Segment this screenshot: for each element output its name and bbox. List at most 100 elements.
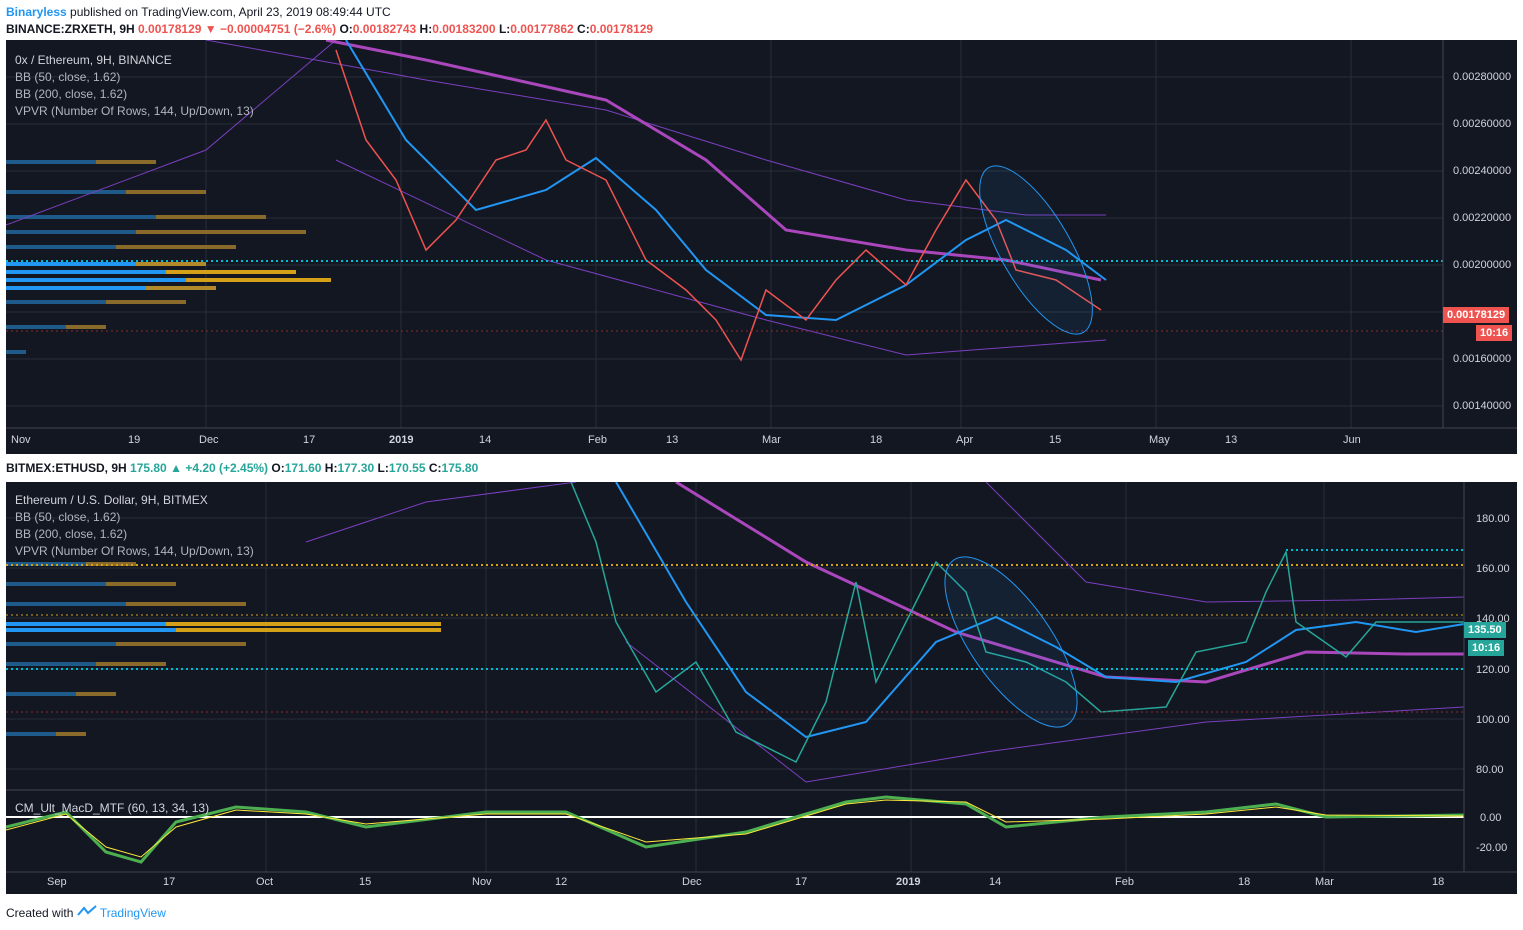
published-text: published on TradingView.com, April 23, … (70, 5, 391, 19)
chart2-time-label: 17 (163, 876, 175, 888)
chart2-h-label: H: (324, 461, 338, 475)
chart2-countdown-tag: 10:16 (1468, 640, 1505, 656)
chart2-legend-bb50[interactable]: BB (50, close, 1.62) (15, 510, 121, 524)
chart2-time-axis: Sep 17 Oct 15 Nov 12 Dec 17 2019 14 Feb … (47, 876, 1444, 888)
chart1-time-label: 2019 (389, 434, 413, 446)
chart2-legend-bb200[interactable]: BB (200, close, 1.62) (15, 527, 128, 541)
chart2-legend-vpvr[interactable]: VPVR (Number Of Rows, 144, Up/Down, 13) (15, 544, 254, 558)
chart1-countdown-tag: 10:16 (1476, 325, 1513, 341)
chart2-time-label: Oct (256, 876, 273, 888)
indicator-signal-line (6, 799, 1465, 858)
chart1-legend-bb200[interactable]: BB (200, close, 1.62) (15, 87, 128, 101)
chart2-price-series (570, 482, 1464, 764)
chart1-time-label: 13 (1225, 434, 1237, 446)
chart2-bb200-lower-left (305, 482, 577, 543)
chart2-axis-label: 180.00 (1476, 513, 1510, 525)
chart2-time-label: Mar (1315, 876, 1334, 888)
chart2-o-label: O: (271, 461, 285, 475)
chart2-time-label: 18 (1238, 876, 1250, 888)
chart1-time-label: 14 (479, 434, 491, 446)
chart1-axis-label: 0.00280000 (1453, 71, 1511, 83)
tradingview-logo-icon[interactable] (76, 905, 100, 920)
chart1-legend-title[interactable]: 0x / Ethereum, 9H, BINANCE (15, 53, 172, 67)
chart1-h-label: H: (419, 22, 433, 36)
chart2-time-label: Sep (47, 876, 67, 888)
chart2-ellipse-annotation[interactable] (921, 537, 1101, 747)
chart1-price-series (335, 49, 1102, 362)
chart1-time-label: Mar (762, 434, 781, 446)
chart2-axis-label: 100.00 (1476, 714, 1510, 726)
chart1-axis-label: 0.00260000 (1453, 118, 1511, 130)
chart1-c-label: C: (577, 22, 590, 36)
chart2-change: +4.20 (+2.45%) (185, 461, 269, 475)
chart1-panel[interactable]: 0.00280000 0.00260000 0.00240000 0.00220… (6, 40, 1517, 454)
chart2-c-label: C: (428, 461, 442, 475)
chart2-open: 171.60 (284, 461, 322, 475)
chart2-axis-label: 80.00 (1476, 764, 1504, 776)
created-with-text: Created with (6, 906, 74, 920)
chart2-up-arrow-icon: ▲ (170, 461, 182, 475)
chart2-time-label: Dec (682, 876, 702, 888)
chart2-time-label: 12 (555, 876, 567, 888)
chart1-low: 0.00177862 (510, 22, 574, 36)
chart2-panel[interactable]: 180.00 160.00 14 0.00 120.00 100.00 80.00… (6, 482, 1517, 894)
chart2-l-label: L: (377, 461, 389, 475)
chart1-axis-label: 0.00160000 (1453, 353, 1511, 365)
chart1-bb200-basis (325, 40, 1102, 282)
chart1-legend: 0x / Ethereum, 9H, BINANCE BB (50, close… (15, 52, 254, 120)
chart1-price: 0.00178129 (138, 22, 202, 36)
chart2-axis-label: 160.00 (1476, 563, 1510, 575)
chart1-o-label: O: (339, 22, 353, 36)
chart1-symbol[interactable]: BINANCE:ZRXETH, 9H (6, 22, 135, 36)
chart1-legend-vpvr[interactable]: VPVR (Number Of Rows, 144, Up/Down, 13) (15, 104, 254, 118)
chart1-time-axis: Nov 19 Dec 17 2019 14 Feb 13 Mar 18 Apr … (11, 434, 1361, 446)
chart2-low: 170.55 (388, 461, 426, 475)
indicator-legend: CM_Ult_MacD_MTF (60, 13, 34, 13) (15, 800, 209, 817)
chart2-time-label: 15 (359, 876, 371, 888)
chart2-legend: Ethereum / U.S. Dollar, 9H, BITMEX BB (5… (15, 492, 254, 560)
chart1-l-label: L: (498, 22, 511, 36)
chart1-symbol-line: BINANCE:ZRXETH, 9H 0.00178129 ▼ −0.00004… (6, 22, 653, 36)
chart1-time-label: Nov (11, 434, 31, 446)
chart1-bb200-lower (335, 159, 1107, 356)
chart1-axis-label: 0.00200000 (1453, 259, 1511, 271)
footer: Created with TradingView (6, 905, 166, 920)
chart2-symbol[interactable]: BITMEX:ETHUSD, 9H (6, 461, 127, 475)
tradingview-brand[interactable]: TradingView (99, 906, 166, 920)
chart1-price-axis: 0.00280000 0.00260000 0.00240000 0.00220… (1453, 71, 1511, 412)
chart2-time-label: Feb (1115, 876, 1134, 888)
chart2-legend-title[interactable]: Ethereum / U.S. Dollar, 9H, BITMEX (15, 493, 208, 507)
chart2-high: 177.30 (337, 461, 375, 475)
chart2-price: 175.80 (130, 461, 167, 475)
chart1-down-arrow-icon: ▼ (204, 22, 217, 36)
chart1-axis-label: 0.00220000 (1453, 212, 1511, 224)
chart1-ellipse-annotation[interactable] (958, 150, 1114, 350)
chart1-legend-bb50[interactable]: BB (50, close, 1.62) (15, 70, 121, 84)
chart1-time-label: Apr (956, 434, 973, 446)
chart1-canvas[interactable]: 0.00280000 0.00260000 0.00240000 0.00220… (6, 40, 1517, 454)
chart2-canvas[interactable]: 180.00 160.00 14 0.00 120.00 100.00 80.00… (6, 482, 1517, 894)
indicator-axis-label: 0.00 (1480, 812, 1501, 824)
chart2-axis-label: 120.00 (1476, 664, 1510, 676)
chart2-price-axis: 180.00 160.00 140.00 120.00 100.00 80.00… (1476, 513, 1510, 854)
chart1-open: 0.00182743 (352, 22, 417, 36)
chart1-time-label: 15 (1049, 434, 1061, 446)
chart2-time-label: 18 (1432, 876, 1444, 888)
chart2-time-label: 14 (989, 876, 1001, 888)
chart2-time-label: 2019 (896, 876, 920, 888)
author-name[interactable]: Binaryless (6, 5, 67, 19)
chart2-last-price-tag: 135.50 (1464, 622, 1506, 638)
chart1-bb200-lower-left (6, 40, 337, 226)
indicator-macd-line (6, 795, 1465, 864)
chart2-close: 175.80 (441, 461, 479, 475)
chart1-bb50-basis (345, 40, 1107, 322)
chart1-time-label: 13 (666, 434, 678, 446)
indicator-title[interactable]: CM_Ult_MacD_MTF (60, 13, 34, 13) (15, 801, 210, 815)
chart2-time-label: 17 (795, 876, 807, 888)
indicator-axis-label: -20.00 (1476, 842, 1507, 854)
chart1-time-label: 19 (128, 434, 140, 446)
chart1-last-price-tag: 0.00178129 (1443, 307, 1510, 323)
chart2-volume-profile (6, 562, 441, 736)
chart1-high: 0.00183200 (432, 22, 496, 36)
chart2-symbol-line: BITMEX:ETHUSD, 9H 175.80 ▲ +4.20 (+2.45%… (6, 461, 478, 475)
